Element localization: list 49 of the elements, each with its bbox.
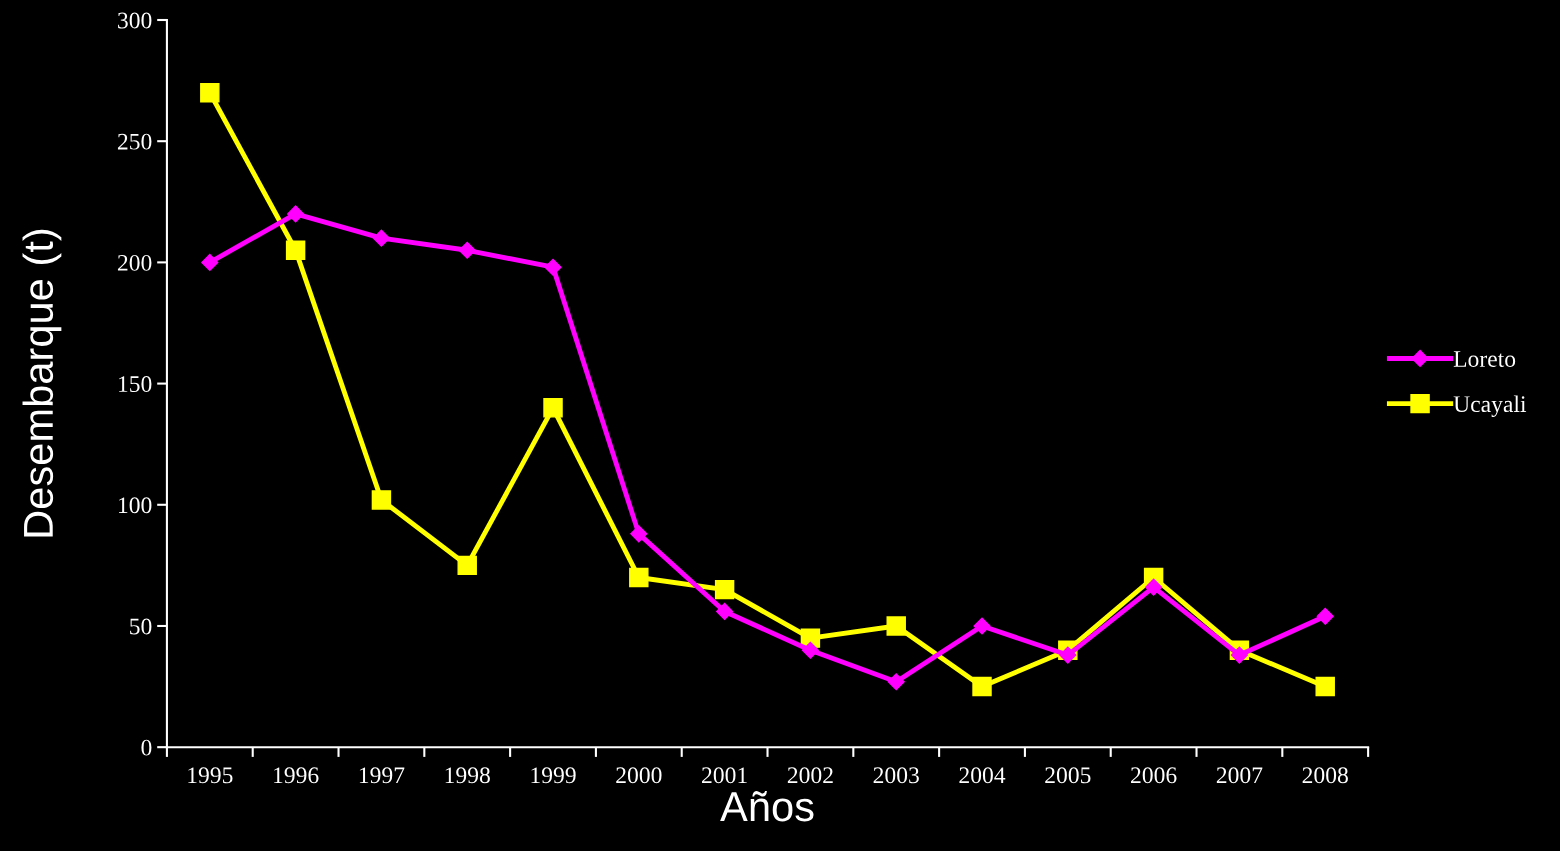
- x-tick-label: 2004: [959, 767, 1006, 784]
- point: [1230, 646, 1248, 664]
- x-tick-label: 1999: [531, 767, 576, 784]
- x-tick-label: 2005: [1045, 767, 1091, 784]
- point: [372, 229, 390, 247]
- x-tick-label: 2008: [1302, 767, 1348, 784]
- y-axis-title: Desembarque (t): [22, 229, 62, 537]
- point: [1145, 578, 1163, 596]
- point: [630, 525, 648, 543]
- x-tick-label: 2002: [787, 767, 833, 784]
- point: [458, 241, 476, 259]
- point: [201, 253, 219, 271]
- y-tick-label: 200: [117, 254, 152, 271]
- legend-label: Loreto: [1453, 351, 1516, 367]
- point: [457, 555, 477, 576]
- x-tick-label: 1996: [274, 767, 319, 784]
- x-tick-label: 1995: [188, 767, 233, 784]
- x-tick-label: 2007: [1216, 767, 1263, 784]
- y-tick-label: 150: [119, 376, 152, 393]
- point: [200, 82, 220, 103]
- x-tick-label: 2003: [873, 767, 919, 784]
- x-tick-label: 2000: [616, 767, 662, 784]
- x-tick-label: 2006: [1131, 767, 1177, 784]
- point: [287, 205, 305, 223]
- point: [1059, 646, 1077, 664]
- point: [973, 617, 991, 635]
- point: [972, 676, 992, 697]
- y-tick-label: 100: [119, 497, 152, 514]
- point: [714, 579, 735, 600]
- y-tick-label: 0: [141, 739, 152, 756]
- point: [544, 258, 562, 276]
- x-tick-label: 2001: [702, 767, 747, 784]
- point: [285, 240, 306, 260]
- point: [371, 490, 392, 510]
- point: [801, 641, 819, 659]
- point: [629, 567, 649, 588]
- point: [887, 673, 905, 691]
- point: [1316, 607, 1334, 625]
- point: [886, 616, 906, 636]
- y-tick-label: 250: [117, 133, 152, 150]
- legend-label: Ucayali: [1453, 395, 1527, 417]
- point: [543, 398, 563, 418]
- x-tick-label: 1998: [445, 767, 490, 784]
- point: [1315, 676, 1335, 697]
- x-axis-title: Años: [720, 791, 814, 822]
- y-tick-label: 300: [118, 12, 152, 29]
- x-tick-label: 1997: [359, 767, 405, 784]
- y-tick-label: 50: [130, 618, 152, 635]
- point: [716, 602, 734, 620]
